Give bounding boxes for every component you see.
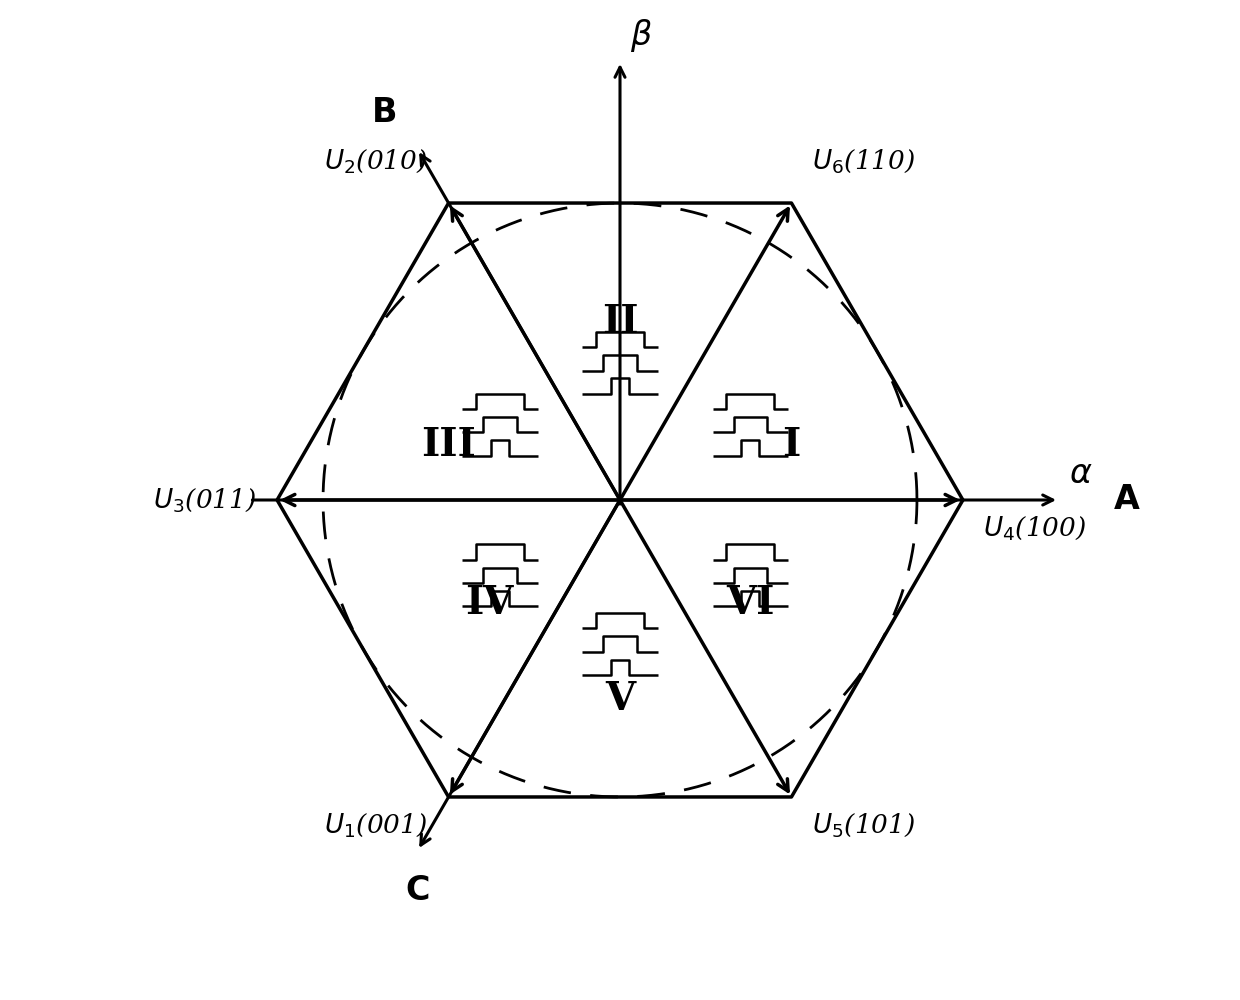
Text: A: A xyxy=(1114,484,1140,516)
Text: C: C xyxy=(405,874,430,907)
Text: II: II xyxy=(601,303,639,341)
Text: VI: VI xyxy=(727,584,775,622)
Text: V: V xyxy=(605,680,635,718)
Text: $U_{5}$(101): $U_{5}$(101) xyxy=(812,811,915,839)
Text: $\alpha$: $\alpha$ xyxy=(1069,458,1092,490)
Text: IV: IV xyxy=(465,584,513,622)
Text: III: III xyxy=(422,426,476,464)
Text: $\beta$: $\beta$ xyxy=(630,17,652,54)
Text: I: I xyxy=(782,426,801,464)
Text: $U_{4}$(100): $U_{4}$(100) xyxy=(983,514,1087,542)
Text: $U_{3}$(011): $U_{3}$(011) xyxy=(153,486,257,514)
Text: $U_{2}$(010): $U_{2}$(010) xyxy=(325,147,428,175)
Text: $U_{1}$(001): $U_{1}$(001) xyxy=(325,811,428,839)
Text: $U_{6}$(110): $U_{6}$(110) xyxy=(812,147,915,175)
Text: B: B xyxy=(372,96,397,129)
